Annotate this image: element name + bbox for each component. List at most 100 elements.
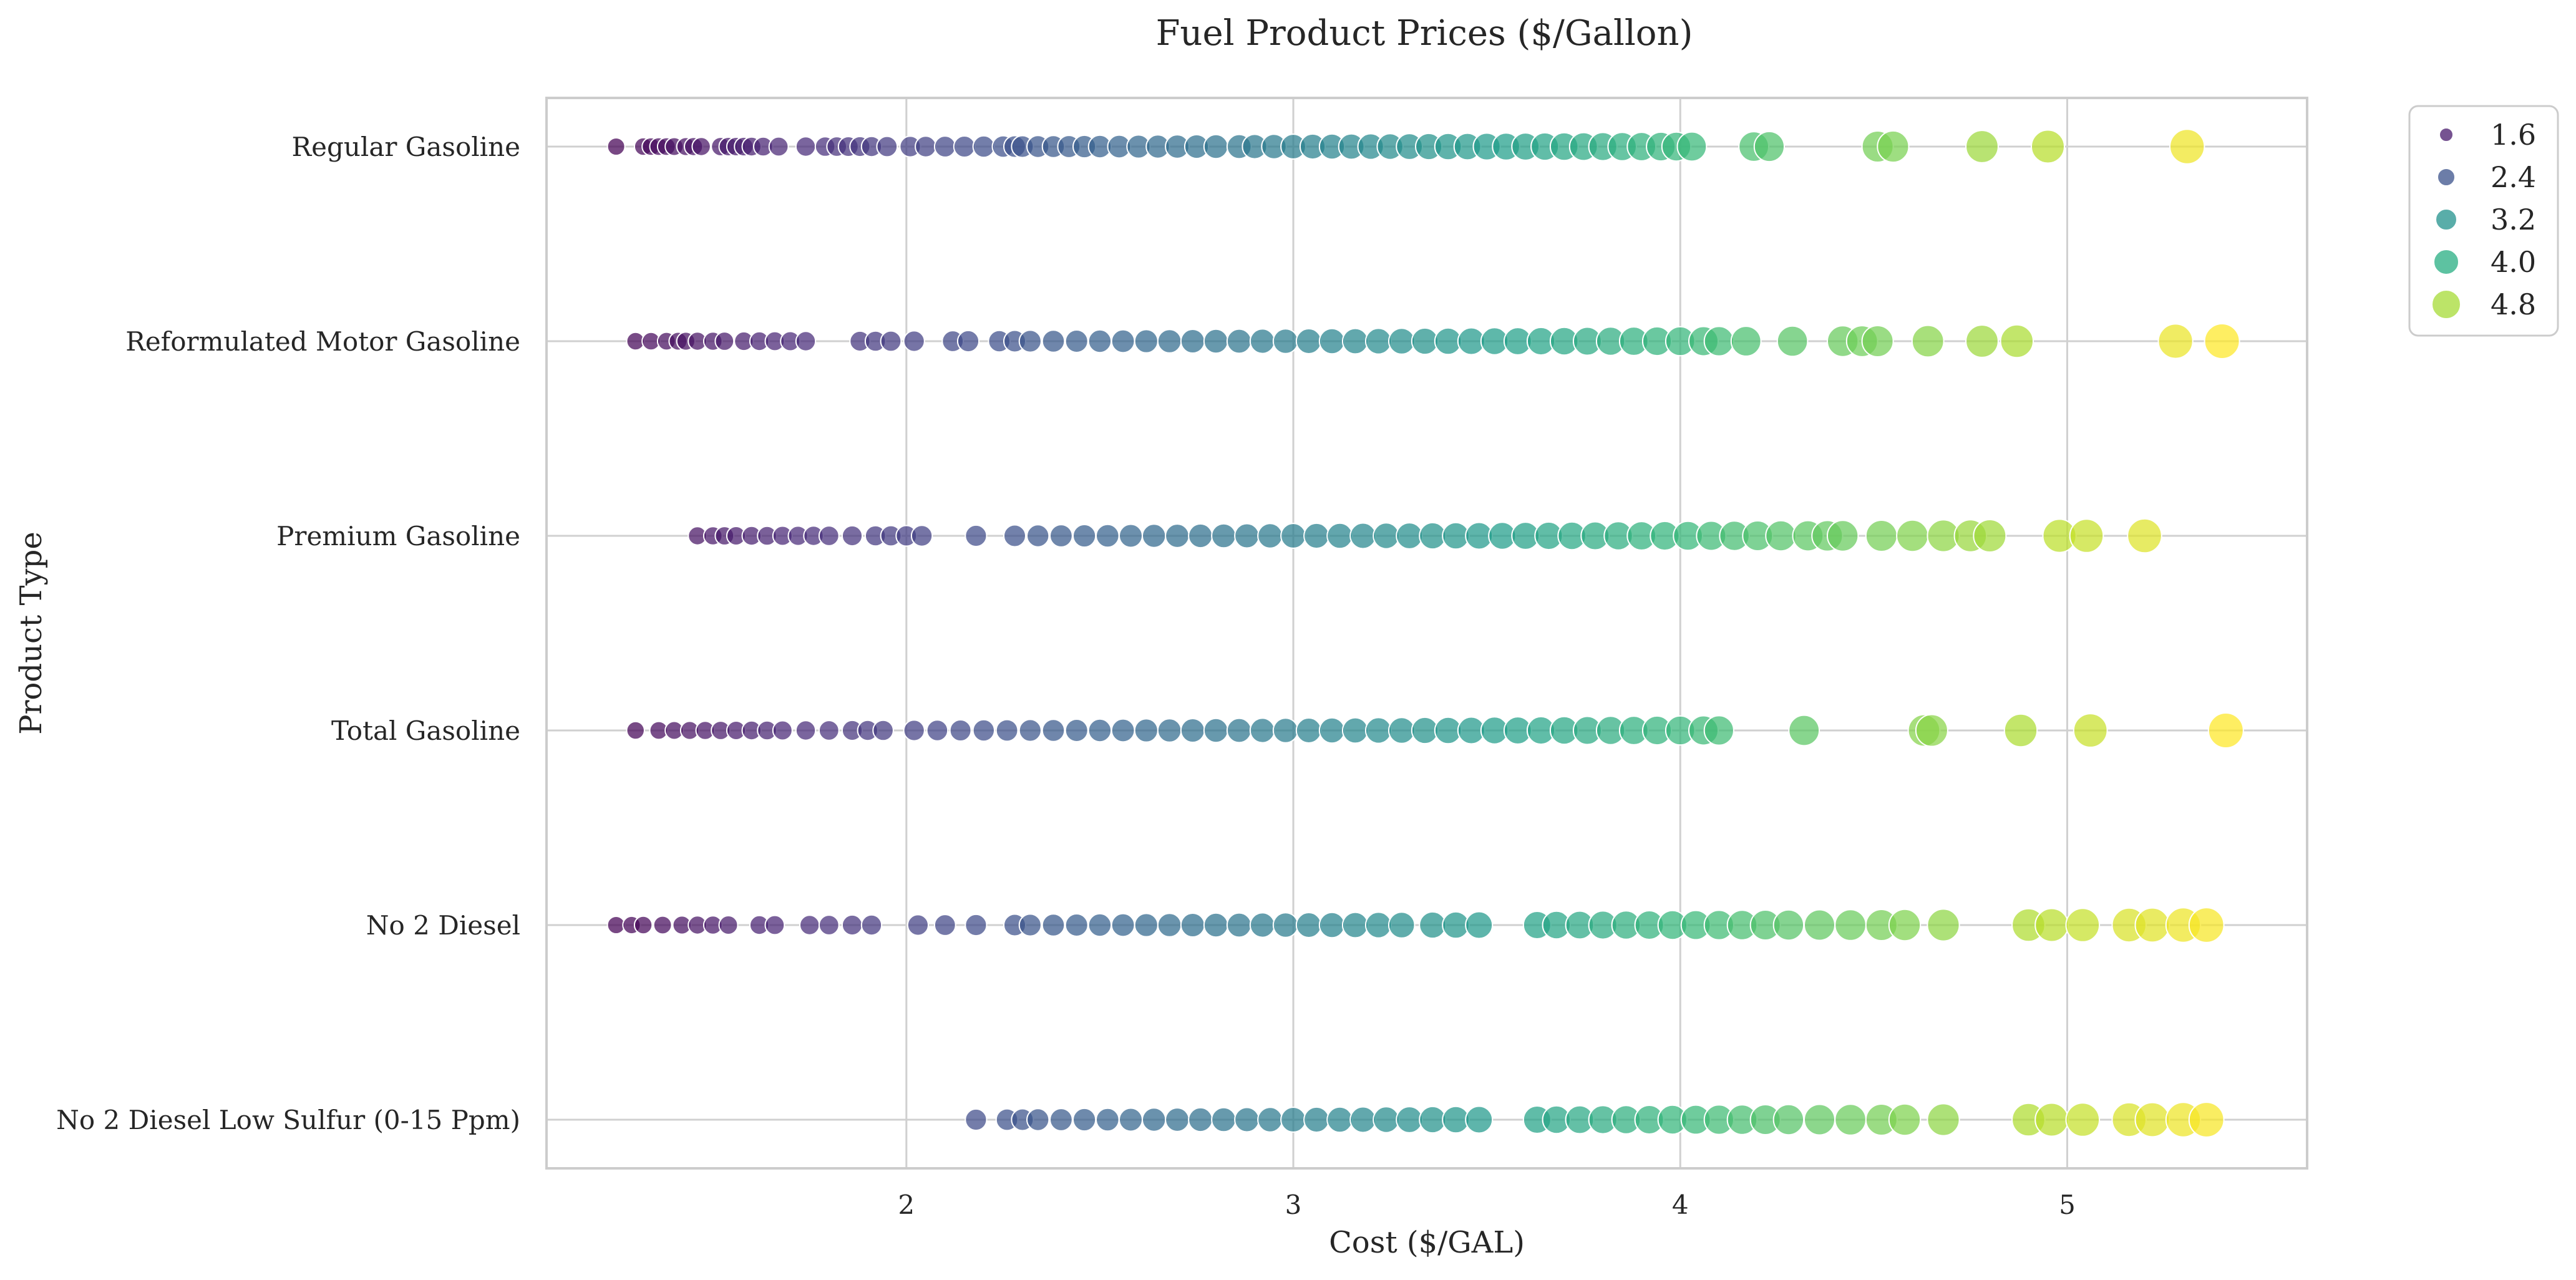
data-point xyxy=(1226,912,1252,938)
data-point xyxy=(1388,717,1416,744)
data-point xyxy=(1157,913,1182,938)
data-point xyxy=(965,524,988,548)
legend-marker xyxy=(2431,289,2461,319)
data-point xyxy=(956,329,980,353)
data-point xyxy=(1211,523,1237,549)
data-point xyxy=(1373,522,1400,550)
data-point xyxy=(1318,717,1346,744)
data-point xyxy=(2000,324,2034,359)
legend-label: 4.8 xyxy=(2491,288,2536,321)
data-point xyxy=(1111,329,1135,354)
data-point xyxy=(1211,1107,1237,1133)
data-point xyxy=(1303,522,1330,550)
data-point xyxy=(1465,1105,1494,1134)
data-point xyxy=(906,914,930,936)
data-point xyxy=(1087,329,1112,354)
data-point xyxy=(1318,327,1346,355)
data-point xyxy=(818,525,840,546)
y-tick-label: No 2 Diesel Low Sulfur (0-15 Ppm) xyxy=(56,1105,520,1135)
data-point xyxy=(1280,1107,1306,1133)
data-point xyxy=(1018,329,1042,353)
data-point xyxy=(2134,907,2170,943)
data-point xyxy=(1295,717,1322,744)
x-axis-label: Cost ($/GAL) xyxy=(1329,1225,1525,1260)
data-point xyxy=(1203,133,1229,160)
data-point xyxy=(1965,324,1999,358)
data-point xyxy=(1064,913,1089,937)
y-tick-label: Total Gasoline xyxy=(331,715,520,746)
legend-label: 3.2 xyxy=(2491,203,2536,236)
data-point xyxy=(860,914,883,936)
chart-title: Fuel Product Prices ($/Gallon) xyxy=(1156,13,1693,54)
data-point xyxy=(1834,1103,1867,1136)
data-point xyxy=(1257,1107,1283,1133)
data-point xyxy=(626,720,645,740)
data-point xyxy=(910,525,933,547)
data-point xyxy=(1865,520,1898,552)
data-point xyxy=(1326,522,1353,550)
y-tick-label: No 2 Diesel xyxy=(366,910,520,941)
data-point xyxy=(2204,323,2240,359)
data-point xyxy=(1134,329,1159,354)
data-point xyxy=(1364,717,1392,744)
data-point xyxy=(903,330,925,352)
data-point xyxy=(2188,1102,2225,1138)
legend-label: 4.0 xyxy=(2491,245,2536,279)
data-point xyxy=(1096,1107,1120,1132)
data-point xyxy=(1134,718,1159,743)
data-point xyxy=(1861,325,1894,357)
data-point xyxy=(1295,912,1322,938)
data-point xyxy=(1064,719,1089,742)
data-point xyxy=(1911,324,1945,358)
data-point xyxy=(1188,1107,1213,1133)
data-point xyxy=(1257,523,1283,549)
data-point xyxy=(1753,130,1785,163)
legend: 1.6 2.4 3.2 4.0 4.8 xyxy=(2408,105,2559,337)
data-point xyxy=(1703,715,1734,746)
data-point xyxy=(714,331,735,351)
data-point xyxy=(1419,911,1447,939)
data-point xyxy=(653,915,673,935)
data-point xyxy=(764,914,785,936)
data-point xyxy=(1096,523,1120,548)
data-point xyxy=(1003,524,1026,548)
data-point xyxy=(818,914,840,936)
x-tick-label: 5 xyxy=(2059,1190,2076,1220)
data-point xyxy=(1364,911,1392,939)
data-point xyxy=(1157,718,1182,743)
data-point xyxy=(1776,325,1809,357)
data-point xyxy=(1973,519,2007,553)
legend-label: 2.4 xyxy=(2491,160,2536,194)
data-point xyxy=(1026,524,1050,548)
data-point xyxy=(1018,719,1042,742)
data-point xyxy=(1788,714,1820,747)
data-point xyxy=(768,136,789,157)
legend-marker xyxy=(2437,168,2456,187)
y-tick-label: Regular Gasoline xyxy=(291,132,520,162)
data-point xyxy=(1927,1103,1960,1137)
data-point xyxy=(1927,908,1960,942)
data-point xyxy=(1804,1103,1835,1136)
data-point xyxy=(1419,521,1447,550)
data-point xyxy=(1303,1106,1330,1133)
data-point xyxy=(799,914,820,936)
data-point xyxy=(1341,911,1369,939)
data-point xyxy=(1295,328,1322,354)
data-point xyxy=(903,719,925,742)
data-point xyxy=(995,719,1019,742)
data-point xyxy=(876,135,898,158)
data-point xyxy=(1272,328,1299,354)
legend-label: 1.6 xyxy=(2491,118,2536,152)
data-point xyxy=(691,137,711,157)
x-tick-label: 2 xyxy=(898,1190,915,1220)
data-point xyxy=(1087,718,1112,743)
data-point xyxy=(1226,717,1252,744)
data-point xyxy=(1896,519,1929,553)
data-point xyxy=(1827,520,1859,552)
data-point xyxy=(933,135,956,158)
data-point xyxy=(1142,523,1167,548)
data-point xyxy=(1915,714,1948,747)
data-point xyxy=(818,720,840,741)
data-point xyxy=(2134,1102,2170,1138)
